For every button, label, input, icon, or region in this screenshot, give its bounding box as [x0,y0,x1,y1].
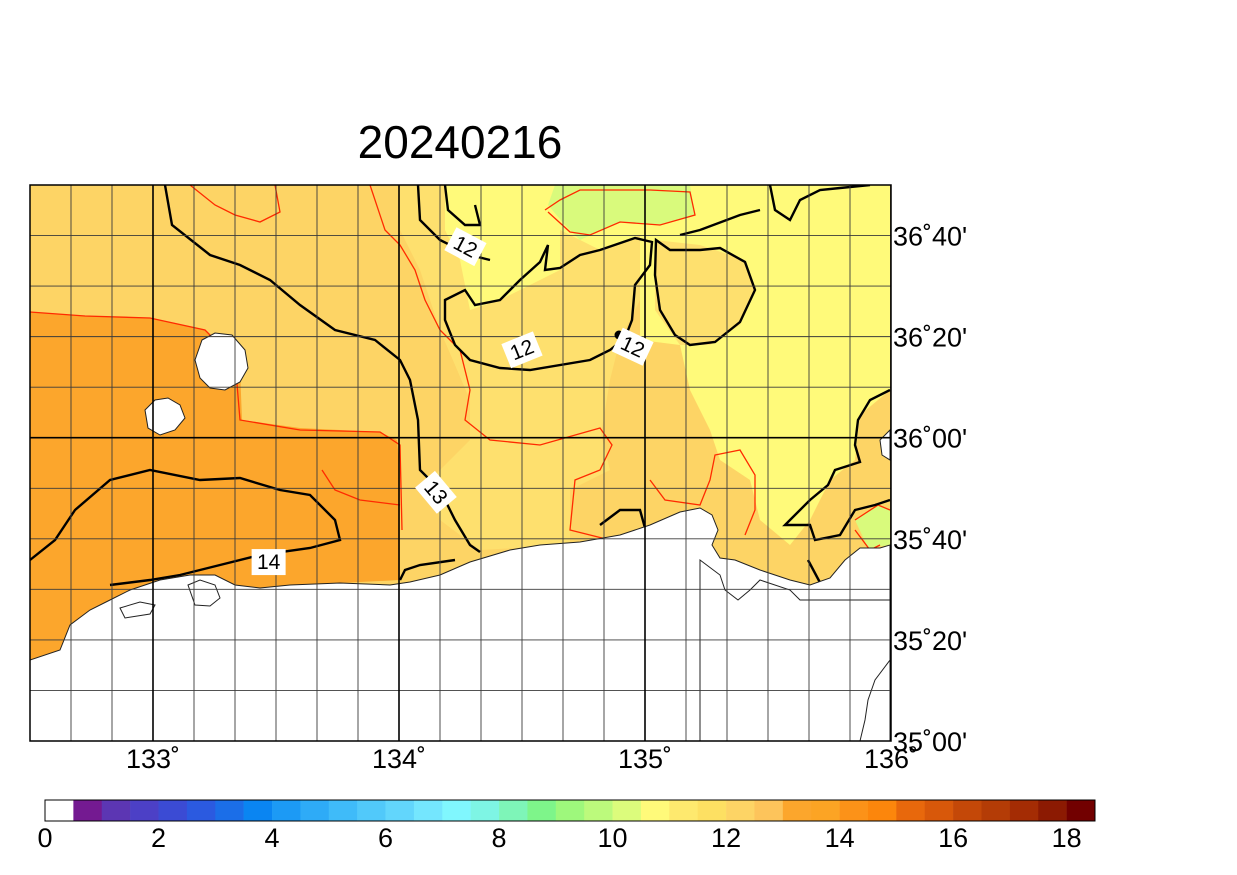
land-east-peninsula [859,658,891,741]
colorbar-swatch [300,800,330,821]
colorbar-swatch [101,800,131,821]
sea-field-warm-west [30,312,400,660]
colorbar-swatch [186,800,216,821]
colorbar-swatch [754,800,784,821]
colorbar: 0 2 4 6 8 10 12 14 16 18 [37,799,1096,853]
lat-tick-label: 35˚20' [893,626,967,656]
colorbar-swatch [470,800,500,821]
colorbar-swatches [44,799,1096,822]
colorbar-swatch [328,800,358,821]
colorbar-swatch [158,800,188,821]
colorbar-swatch [584,800,613,821]
map-title: 20240216 [358,116,563,168]
lat-tick-label: 35˚40' [893,525,967,555]
contour-label-box [611,327,654,366]
colorbar-swatch [215,800,244,821]
lat-tick-label: 36˚40' [893,222,967,252]
colorbar-swatch [357,800,386,821]
colorbar-swatch [612,800,642,821]
lat-tick-label: 35˚00' [893,727,967,757]
colorbar-swatch [896,800,926,821]
sea-field-cool-east [855,505,890,548]
colorbar-tick-label: 16 [938,823,968,853]
colorbar-swatch [1038,800,1067,821]
colorbar-swatch [442,800,471,821]
major-graticule [30,185,891,741]
colorbar-swatch [555,800,585,821]
colorbar-swatch [385,800,415,821]
contour-label-text: 14 [257,551,281,574]
sea-field-mid-south [430,430,610,550]
colorbar-swatch [499,800,528,821]
colorbar-tick-label: 12 [711,823,741,853]
colorbar-tick-label: 0 [37,823,52,853]
lon-tick-label: 136˚ [864,744,918,774]
major-contours [30,185,891,593]
colorbar-swatch [130,800,159,821]
colorbar-swatch [811,800,840,821]
colorbar-swatch [1066,800,1096,821]
colorbar-tick-label: 2 [151,823,166,853]
sea-field-mid-ne-pocket [655,240,755,345]
colorbar-swatch [527,800,557,821]
colorbar-frame [44,799,1096,822]
colorbar-swatch [272,800,301,821]
lat-tick-label: 36˚20' [893,323,967,353]
colorbar-swatch [867,800,897,821]
contour-label-box [251,549,286,576]
colorbar-swatch [839,800,869,821]
colorbar-tick-label: 14 [825,823,855,853]
colorbar-swatch [953,800,982,821]
contour-label-box [444,227,487,267]
contour-label: 12 [501,331,543,369]
colorbar-swatch [243,800,273,821]
colorbar-swatch [697,800,727,821]
colorbar-swatch [45,800,74,821]
lon-tick-label: 134˚ [372,744,426,774]
colorbar-tick-label: 6 [378,823,393,853]
colorbar-swatch [669,800,699,821]
colorbar-swatch [413,800,443,821]
colorbar-swatch [73,800,103,821]
latitude-tick-labels: 36˚40' 36˚20' 36˚00' 35˚40' 35˚20' 35˚00' [893,222,967,757]
land-honshu-inset [699,559,891,741]
contour-label: 12 [444,227,487,267]
colorbar-swatch [726,800,755,821]
colorbar-swatch [981,800,1011,821]
sea-field-cool-north [548,185,695,240]
colorbar-swatch [1009,800,1039,821]
lat-tick-label: 36˚00' [893,424,967,454]
colorbar-tick-label: 18 [1052,823,1082,853]
longitude-tick-labels: 133˚ 134˚ 135˚ 136˚ [126,744,918,774]
colorbar-swatch [640,800,670,821]
map-frame [29,184,892,742]
contour-label-box [501,331,543,369]
lon-tick-label: 135˚ [618,744,672,774]
sea-field-bright-ne [445,185,890,545]
colorbar-swatch [924,800,954,821]
contour-label-box [415,470,457,514]
lon-tick-label: 133˚ [126,744,180,774]
land-small-island-1 [187,579,221,607]
colorbar-tick-label: 10 [598,823,628,853]
colorbar-swatch [782,800,812,821]
colorbar-tick-labels: 0 2 4 6 8 10 12 14 16 18 [37,823,1081,853]
colorbar-tick-label: 4 [265,823,280,853]
land-dozen [144,397,186,436]
contour-label: 14 [251,549,286,576]
colorbar-tick-label: 8 [492,823,507,853]
